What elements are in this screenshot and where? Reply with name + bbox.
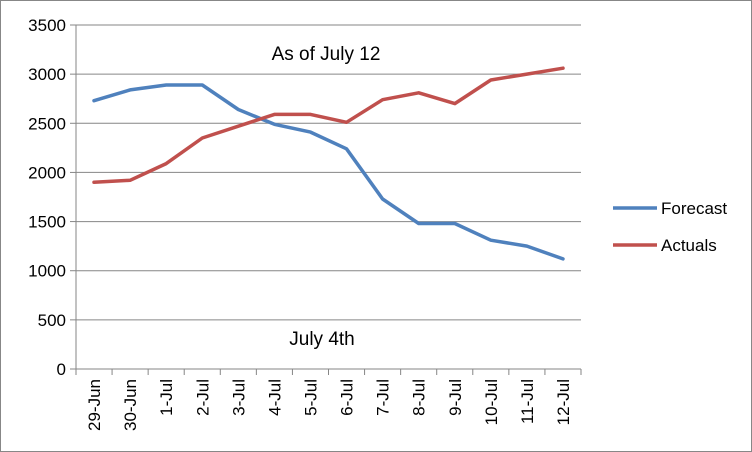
series-line-actuals [92, 66, 565, 185]
x-tick-label-5-Jul: 5-Jul [301, 379, 320, 416]
y-tick-label-2000: 2000 [28, 163, 66, 182]
y-tick-label-3000: 3000 [28, 65, 66, 84]
series-line-forecast [92, 83, 565, 261]
y-tick-label-2500: 2500 [28, 114, 66, 133]
x-tick-label-9-Jul: 9-Jul [446, 379, 465, 416]
annotation-bottom: July 4th [289, 329, 354, 350]
x-tick-label-12-Jul: 12-Jul [554, 379, 573, 425]
y-tick-label-1000: 1000 [28, 262, 66, 281]
x-tick-label-30-Jun: 30-Jun [121, 379, 140, 431]
y-tick-label-0: 0 [57, 360, 66, 379]
y-tick-label-500: 500 [38, 311, 66, 330]
x-tick-label-4-Jul: 4-Jul [265, 379, 284, 416]
legend-label-actuals: Actuals [661, 236, 717, 255]
x-tick-label-6-Jul: 6-Jul [338, 379, 357, 416]
y-tick-label-3500: 3500 [28, 16, 66, 35]
x-tick-label-7-Jul: 7-Jul [374, 379, 393, 416]
x-tick-label-1-Jul: 1-Jul [157, 379, 176, 416]
x-tick-label-8-Jul: 8-Jul [410, 379, 429, 416]
legend: Forecast Actuals [613, 199, 727, 255]
y-tick-label-1500: 1500 [28, 213, 66, 232]
series-lines [92, 66, 565, 261]
x-tick-label-29-Jun: 29-Jun [85, 379, 104, 431]
x-tick-label-3-Jul: 3-Jul [229, 379, 248, 416]
x-axis-ticks: 29-Jun 30-Jun 1-Jul 2-Jul 3-Jul 4-Jul 5-Jul 6-J… [75, 369, 582, 431]
x-tick-label-10-Jul: 10-Jul [482, 379, 501, 425]
annotation-top: As of July 12 [272, 44, 381, 65]
x-tick-label-11-Jul: 11-Jul [518, 379, 537, 424]
gridlines [76, 24, 581, 321]
y-axis-ticks: 0 500 1000 1500 2000 2500 3000 3500 [28, 16, 76, 379]
legend-label-forecast: Forecast [661, 199, 727, 218]
x-tick-label-2-Jul: 2-Jul [193, 379, 212, 416]
